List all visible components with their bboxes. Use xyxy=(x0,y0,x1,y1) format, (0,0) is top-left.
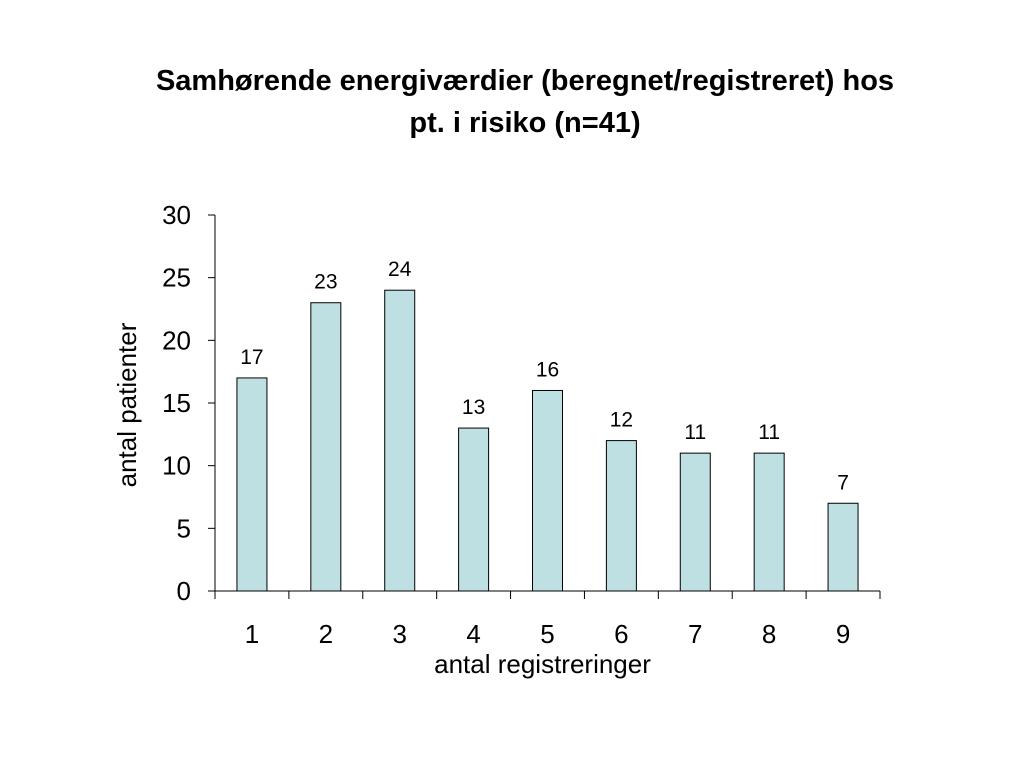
data-labels: 17 23 24 13 16 12 11 11 7 xyxy=(240,258,849,494)
chart-title-line-2: pt. i risiko (n=41) xyxy=(409,107,641,139)
bars xyxy=(236,289,859,592)
bar-3 xyxy=(384,289,416,592)
chart-title-line-1: Samhørende energiværdier (beregnet/regis… xyxy=(155,65,895,97)
x-tick-label-2: 2 xyxy=(319,619,333,649)
x-tick-label-9: 9 xyxy=(836,619,850,649)
y-tick-label-5: 25 xyxy=(162,263,191,293)
x-tick-label-3: 3 xyxy=(392,619,406,649)
chart-title: Samhørende energiværdier (beregnet/regis… xyxy=(60,60,990,144)
x-tick-label-7: 7 xyxy=(688,619,702,649)
bar-4 xyxy=(458,427,490,592)
x-tick-label-4: 4 xyxy=(466,619,480,649)
data-label-3: 24 xyxy=(388,258,412,281)
bar-8 xyxy=(753,452,785,592)
bar-2 xyxy=(310,302,342,592)
data-label-4: 13 xyxy=(462,396,485,419)
y-tick-label-2: 10 xyxy=(162,451,191,481)
bar-5 xyxy=(532,389,563,592)
data-label-5: 16 xyxy=(536,358,559,381)
bar-1 xyxy=(236,377,268,592)
x-tick-label-8: 8 xyxy=(762,619,776,649)
bar-9 xyxy=(827,502,859,592)
y-tick-label-3: 15 xyxy=(162,388,191,418)
data-label-6: 12 xyxy=(610,409,633,432)
y-axis-label: antal patienter xyxy=(112,322,142,487)
data-label-7: 11 xyxy=(684,421,706,444)
data-label-8: 11 xyxy=(758,421,780,444)
y-tick-label-1: 5 xyxy=(177,513,191,543)
y-tick-label-0: 0 xyxy=(177,576,191,606)
x-axis-label: antal registreringer xyxy=(434,649,651,679)
x-tick-label-1: 1 xyxy=(245,619,259,649)
data-label-2: 23 xyxy=(314,271,337,294)
x-tick-label-5: 5 xyxy=(540,619,554,649)
x-tick-label-6: 6 xyxy=(614,619,628,649)
y-tick-label-4: 20 xyxy=(162,325,191,355)
data-label-1: 17 xyxy=(240,346,263,369)
bar-6 xyxy=(605,440,637,592)
data-label-9: 7 xyxy=(837,471,849,494)
y-tick-label-6: 30 xyxy=(162,200,191,230)
bar-7 xyxy=(679,452,711,592)
